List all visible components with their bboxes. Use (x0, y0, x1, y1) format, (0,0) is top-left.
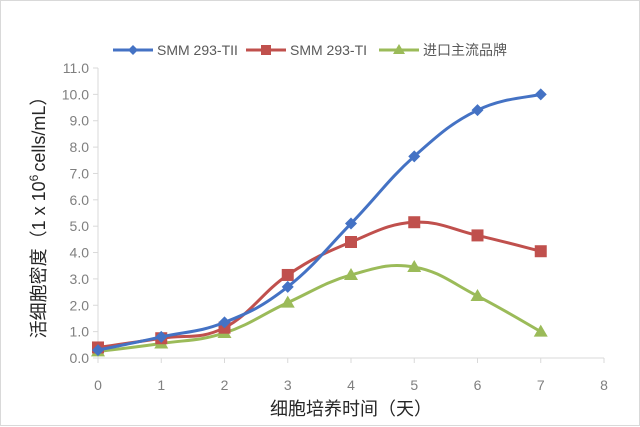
x-tick-label: 0 (94, 377, 102, 393)
square-marker-icon (408, 216, 421, 229)
diamond-marker-icon (155, 330, 168, 343)
y-tick-label: 10.0 (62, 86, 89, 102)
x-tick-label: 3 (284, 377, 292, 393)
legend-item: SMM 293-TII (113, 42, 238, 58)
diamond-marker-icon (534, 88, 547, 101)
x-axis-title: 细胞培养时间（天） (270, 399, 432, 420)
diamond-marker-icon (345, 217, 357, 230)
legend-item: SMM 293-TI (246, 42, 367, 58)
series-line (96, 264, 543, 353)
y-axis: 0.0 1.0 2.0 3.0 4.0 5.0 6.0 7.0 8.0 9.0 10.0 11.0 (62, 60, 99, 366)
x-tick-label: 6 (474, 377, 482, 393)
series-line (96, 92, 543, 352)
triangle-marker-icon (344, 267, 358, 280)
y-tick-label: 5.0 (70, 218, 90, 234)
square-marker-icon (534, 245, 547, 258)
diamond-marker-icon (408, 150, 421, 163)
legend-item: 进口主流品牌 (379, 42, 507, 58)
x-tick-label: 7 (537, 377, 545, 393)
y-tick-label: 11.0 (63, 60, 89, 76)
y-tick-label: 2.0 (70, 297, 90, 313)
y-tick-label: 8.0 (70, 139, 90, 155)
y-tick-label: 3.0 (70, 271, 90, 287)
series-diamond (92, 88, 547, 357)
y-tick-label: 7.0 (70, 165, 90, 181)
square-marker-icon (471, 229, 484, 242)
diamond-marker-icon (281, 280, 294, 293)
legend: SMM 293-TII SMM 293-TI 进口主流品牌 (113, 42, 507, 58)
x-tick-label: 2 (221, 377, 229, 393)
triangle-marker-icon (393, 44, 405, 54)
x-tick-label: 4 (347, 377, 355, 393)
x-tick-label: 1 (157, 377, 165, 393)
diamond-marker-icon (218, 316, 231, 329)
x-axis: 0 1 2 3 4 5 6 7 8 (94, 357, 608, 393)
x-tick-label: 5 (410, 377, 418, 393)
diamond-marker-icon (128, 45, 138, 55)
y-tick-label: 6.0 (70, 192, 90, 208)
diamond-marker-icon (92, 344, 104, 357)
square-marker-icon (281, 268, 294, 281)
y-tick-label: 9.0 (70, 113, 90, 129)
y-tick-label: 0.0 (70, 350, 90, 366)
diamond-marker-icon (471, 104, 484, 117)
y-axis-title: 活细胞密度（1 x 106cells/mL） (27, 88, 50, 339)
legend-label: 进口主流品牌 (423, 42, 507, 58)
triangle-marker-icon (280, 295, 295, 308)
y-tick-label: 4.0 (70, 245, 90, 261)
square-marker-icon (345, 236, 357, 248)
triangle-marker-icon (407, 260, 422, 273)
triangle-marker-icon (470, 289, 485, 302)
series-layer (91, 88, 548, 357)
triangle-marker-icon (533, 324, 548, 337)
legend-label: SMM 293-TII (157, 42, 238, 58)
y-tick-label: 1.0 (70, 324, 90, 340)
square-marker-icon (261, 45, 271, 55)
legend-label: SMM 293-TI (290, 42, 367, 58)
x-tick-label: 8 (600, 377, 608, 393)
